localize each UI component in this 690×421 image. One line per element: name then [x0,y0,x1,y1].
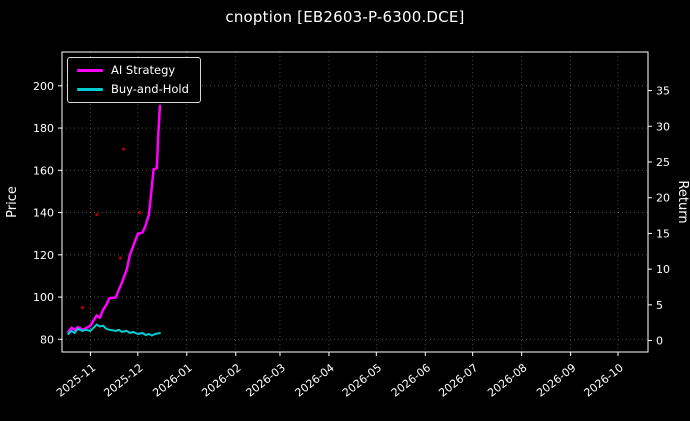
price-tick-label: 200 [33,80,54,93]
legend-label-buy-and-hold: Buy-and-Hold [111,81,189,96]
date-tick-label: 2026-01 [150,361,194,400]
date-tick-label: 2026-10 [582,361,626,400]
legend-item-ai-strategy: AI Strategy [77,63,189,77]
return-tick-label: 10 [656,263,670,276]
return-tick-label: 20 [656,192,670,205]
legend-swatch-buy-and-hold [77,87,103,91]
date-tick-label: 2026-02 [199,361,243,400]
return-tick-label: 30 [656,120,670,133]
series-line-ai-strategy [67,104,162,334]
price-tick-label: 100 [33,291,54,304]
date-tick-label: 2025-11 [54,361,98,400]
signal-dots [137,210,141,215]
legend-swatch-ai-strategy [77,69,103,73]
date-tick-label: 2026-04 [293,361,337,400]
date-tick-label: 2026-09 [534,361,578,400]
date-tick-label: 2026-08 [485,361,529,400]
price-tick-label: 140 [33,207,54,220]
chart-legend: AI Strategy Buy-and-Hold [67,57,201,103]
signal-dots [118,256,123,260]
chart-title: cnoption [EB2603-P-6300.DCE] [225,8,465,26]
return-tick-label: 35 [656,85,670,98]
date-tick-label: 2026-05 [340,361,384,400]
return-tick-label: 0 [656,335,663,348]
y-axis-label-right: Return [675,180,690,223]
price-tick-label: 180 [33,122,54,135]
legend-item-buy-and-hold: Buy-and-Hold [77,81,189,96]
plot-border [61,51,649,353]
date-tick-label: 2026-03 [244,361,288,400]
price-tick-label: 120 [33,249,54,262]
signal-dots [122,147,126,151]
date-tick-label: 2025-12 [101,361,145,400]
return-tick-label: 5 [656,299,663,312]
date-tick-label: 2026-06 [389,361,433,400]
price-tick-label: 160 [33,164,54,177]
y-axis-label-left: Price [5,186,20,218]
legend-label-ai-strategy: AI Strategy [111,63,176,77]
price-tick-label: 80 [40,333,54,346]
return-tick-label: 15 [656,227,670,240]
date-tick-label: 2026-07 [436,361,480,400]
signal-dots [80,306,85,310]
signal-dots [95,213,99,217]
return-tick-label: 25 [656,156,670,169]
series-line-buy-and-hold [67,323,161,337]
